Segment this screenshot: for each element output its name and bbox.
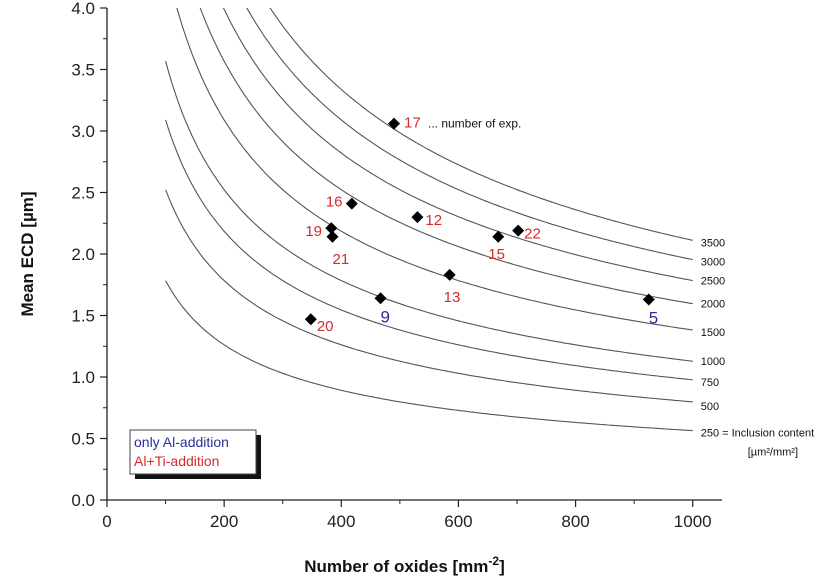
y-tick-label: 0.5 [71,430,95,449]
data-label-20: 20 [317,318,334,335]
x-tick-label: 1000 [674,512,712,531]
data-point-22 [512,224,525,237]
data-points: 9 5 17 16 12 19 21 15 22 13 20 ... number of exp. [304,115,658,335]
isoline-250 [165,280,693,432]
data-point-13 [443,268,456,281]
x-tick-label: 400 [327,512,355,531]
data-label-9: 9 [381,307,390,326]
isoline-1500 [176,8,693,331]
data-label-19: 19 [305,223,322,240]
data-label-5: 5 [649,309,658,328]
legend: only Al-addition Al+Ti-addition [129,429,261,479]
data-point-12 [411,211,424,224]
isoline-2000 [199,8,693,305]
y-axis-title: Mean ECD [µm] [18,191,37,316]
data-point-19 [325,222,338,235]
data-point-15 [492,230,505,243]
x-tick-label: 0 [102,512,111,531]
data-point-20 [304,313,317,326]
legend-entry: only Al-addition [134,434,229,450]
data-point-17 [388,117,400,130]
x-axis-title: Number of oxides [mm-2] [304,554,505,576]
isoline-3000 [246,8,693,261]
isoline-750 [165,119,693,381]
y-tick-label: 1.5 [71,307,95,326]
isoline-label-250: 250 = Inclusion content [701,428,814,440]
isoline-label-1500: 1500 [701,327,725,339]
x-tick-label: 800 [561,512,589,531]
data-label-12: 12 [425,212,442,229]
y-tick-label: 4.0 [71,0,95,18]
legend-entry: Al+Ti-addition [134,453,219,469]
x-tick-label: 200 [210,512,238,531]
y-tick-label: 2.0 [71,245,95,264]
isoline-1000 [165,60,693,362]
isoline-label-3000: 3000 [701,257,725,269]
axes: 250 = Inclusion content50075010001500200… [18,0,814,576]
isoline-unit-label: [µm²/mm²] [748,447,798,459]
data-point-9 [374,292,387,305]
isoline-label-2000: 2000 [701,299,725,311]
isoline-3500 [269,8,693,241]
data-label-21: 21 [333,251,350,268]
isoline-label-750: 750 [701,377,719,389]
isoline-label-500: 500 [701,401,719,413]
data-label-17: 17 [404,115,421,132]
isoline-2500 [222,8,693,282]
data-label-13: 13 [444,289,461,306]
isoline-label-3500: 3500 [701,237,725,249]
y-tick-label: 1.0 [71,368,95,387]
x-tick-label: 600 [444,512,472,531]
data-point-21 [326,230,339,243]
data-label-15: 15 [488,246,505,263]
y-tick-label: 3.5 [71,61,95,80]
y-tick-label: 3.0 [71,122,95,141]
y-tick-label: 0.0 [71,491,95,510]
data-label-16: 16 [326,194,343,211]
data-point-16 [345,197,358,210]
legend-box [129,429,257,475]
isoline-label-2500: 2500 [701,276,725,288]
isoline-label-1000: 1000 [701,356,725,368]
y-tick-label: 2.5 [71,184,95,203]
isoline-curves [165,8,693,432]
data-label-22: 22 [524,226,541,243]
annotation-number-of-exp: ... number of exp. [428,117,521,131]
isoline-500 [165,189,693,403]
data-point-5 [642,293,655,306]
